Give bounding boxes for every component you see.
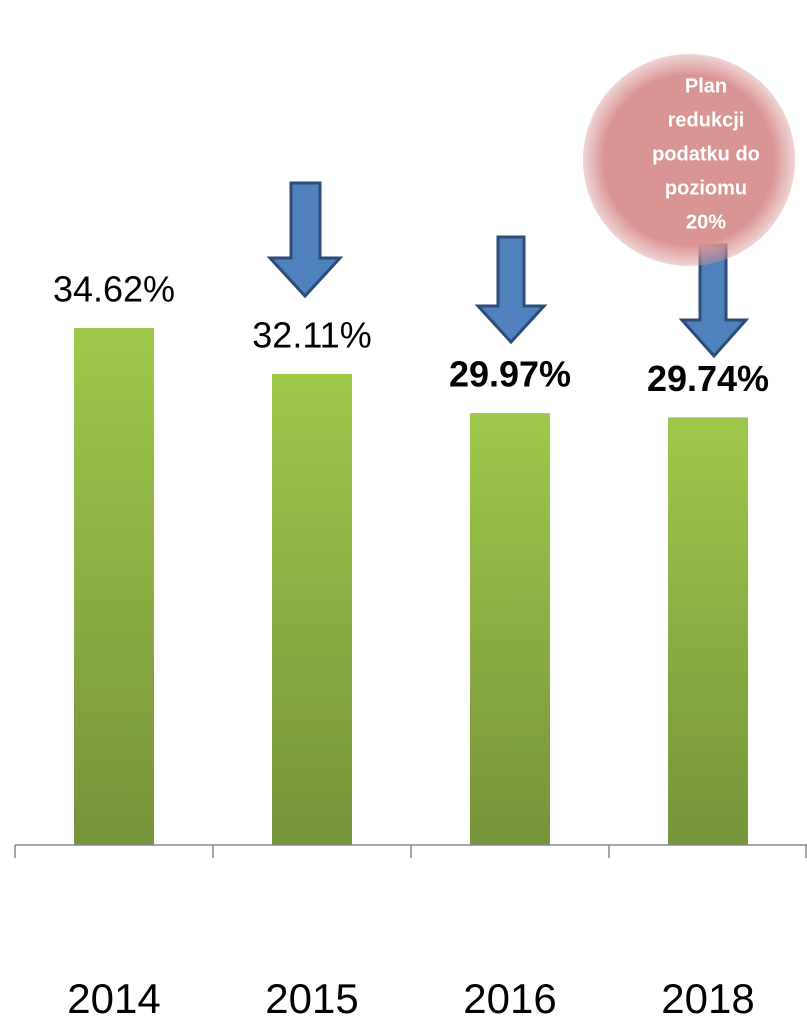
bar bbox=[272, 373, 352, 845]
x-tick-label: 2016 bbox=[463, 975, 556, 1022]
annotation-text: 20% bbox=[686, 211, 726, 233]
x-tick-label: 2015 bbox=[265, 975, 358, 1022]
x-tick-label: 2014 bbox=[67, 975, 160, 1022]
arrow bbox=[266, 181, 344, 299]
value-label: 34.62% bbox=[53, 268, 175, 309]
x-tick-label: 2018 bbox=[661, 975, 754, 1022]
value-label: 29.74% bbox=[647, 358, 769, 399]
annotation-text: podatku do bbox=[652, 143, 760, 165]
arrow bbox=[474, 235, 548, 345]
bar bbox=[74, 327, 154, 845]
bar bbox=[668, 417, 748, 845]
value-label: 32.11% bbox=[252, 314, 371, 355]
bar bbox=[470, 413, 550, 845]
annotation-text: poziomu bbox=[665, 177, 747, 199]
annotation-text: redukcji bbox=[668, 109, 745, 131]
value-label: 29.97% bbox=[449, 354, 571, 395]
annotation-text: Plan bbox=[685, 75, 727, 97]
annotation-bubble bbox=[583, 54, 795, 266]
